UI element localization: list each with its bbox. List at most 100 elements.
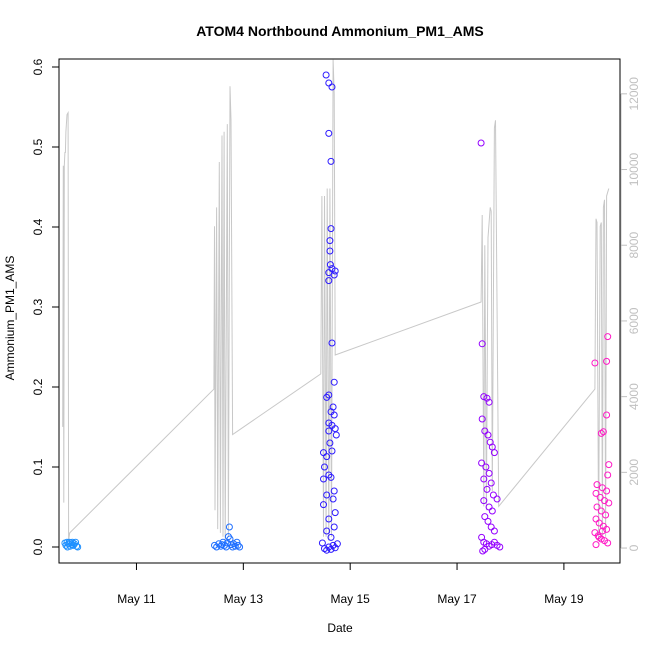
- data-point: [477, 139, 485, 147]
- data-point: [483, 485, 491, 493]
- plot-frame: [58, 58, 621, 564]
- data-point: [333, 540, 341, 548]
- data-point: [331, 425, 339, 433]
- data-point: [603, 357, 611, 365]
- data-point: [328, 339, 336, 347]
- y2-tick-label: 8000: [627, 232, 641, 259]
- data-point: [603, 487, 611, 495]
- data-point: [485, 398, 493, 406]
- x-tick-label: May 17: [437, 592, 477, 606]
- data-point: [603, 525, 611, 533]
- x-tick-label: May 15: [331, 592, 371, 606]
- y2-tick-label: 6000: [627, 307, 641, 334]
- y2-tick-label: 4000: [627, 383, 641, 410]
- data-point: [322, 71, 330, 79]
- data-point: [330, 411, 338, 419]
- data-point: [73, 542, 81, 550]
- data-point: [592, 489, 600, 497]
- data-point: [331, 267, 339, 275]
- data-point: [236, 543, 244, 551]
- data-point: [323, 393, 331, 401]
- data-point: [604, 539, 612, 547]
- y-tick-label: 0.6: [31, 58, 45, 75]
- data-point: [595, 533, 603, 541]
- data-point: [332, 431, 340, 439]
- data-point: [217, 542, 225, 550]
- data-point: [325, 277, 333, 285]
- y-tick-label: 0.4: [31, 218, 45, 235]
- data-point: [488, 507, 496, 515]
- data-point: [603, 411, 611, 419]
- data-point: [483, 394, 491, 402]
- data-point: [489, 491, 497, 499]
- data-point: [597, 507, 605, 515]
- data-point: [480, 475, 488, 483]
- y2-tick-label: 0: [627, 544, 641, 551]
- x-axis-label: Date: [327, 621, 353, 635]
- data-point: [234, 541, 242, 549]
- secondary-series-line: [62, 59, 610, 541]
- data-point: [605, 461, 613, 469]
- data-point: [321, 545, 328, 553]
- y-tick-label: 0.2: [31, 378, 45, 395]
- data-point: [329, 495, 337, 503]
- data-point: [74, 543, 82, 551]
- data-point: [481, 513, 489, 521]
- data-point: [481, 545, 489, 553]
- x-tick-label: May 13: [224, 592, 264, 606]
- data-point: [325, 471, 333, 479]
- data-point: [487, 479, 495, 487]
- data-point: [490, 449, 498, 457]
- data-point: [320, 475, 327, 483]
- data-point: [330, 523, 338, 531]
- secondary-line-path: [62, 59, 610, 541]
- data-point: [482, 463, 490, 471]
- data-point: [597, 429, 605, 437]
- data-point: [321, 463, 328, 471]
- data-point: [478, 459, 486, 467]
- data-point: [598, 527, 606, 535]
- data-point: [480, 497, 488, 505]
- data-point: [485, 503, 493, 511]
- data-point: [331, 509, 339, 517]
- data-point: [493, 495, 501, 503]
- x-tick-label: May 19: [544, 592, 584, 606]
- data-point: [605, 499, 613, 507]
- data-point: [327, 545, 335, 553]
- data-point: [490, 527, 498, 535]
- data-point: [225, 523, 233, 531]
- data-point: [591, 359, 599, 367]
- y-tick-label: 0.5: [31, 138, 45, 155]
- data-point: [328, 447, 336, 455]
- data-point: [484, 517, 492, 525]
- y2-tick-label: 12000: [627, 77, 641, 111]
- data-point: [323, 453, 331, 461]
- data-point: [602, 511, 610, 519]
- data-point: [326, 237, 334, 245]
- x-tick-label: May 11: [117, 592, 156, 606]
- data-point: [326, 439, 334, 447]
- y2-tick-label: 2000: [627, 459, 641, 486]
- data-point: [487, 523, 495, 531]
- y-axis: 0.0 0.1 0.2 0.3 0.4 0.5 0.6: [31, 58, 59, 555]
- data-point: [326, 261, 334, 269]
- data-point: [496, 543, 504, 551]
- data-point: [593, 503, 601, 511]
- data-point: [328, 83, 336, 91]
- plot-box: [58, 58, 621, 564]
- data-point: [478, 340, 486, 348]
- data-point: [325, 427, 333, 435]
- data-points: [61, 71, 613, 555]
- data-point: [327, 157, 335, 165]
- data-point: [478, 415, 486, 423]
- x-axis: May 11 May 13 May 15 May 17 May 19: [117, 563, 584, 606]
- data-point: [323, 491, 331, 499]
- data-point: [327, 473, 335, 481]
- data-point: [325, 515, 333, 523]
- data-point: [325, 79, 333, 87]
- data-point: [326, 247, 334, 255]
- data-point: [331, 544, 339, 552]
- data-point: [604, 471, 612, 479]
- data-point: [330, 487, 338, 495]
